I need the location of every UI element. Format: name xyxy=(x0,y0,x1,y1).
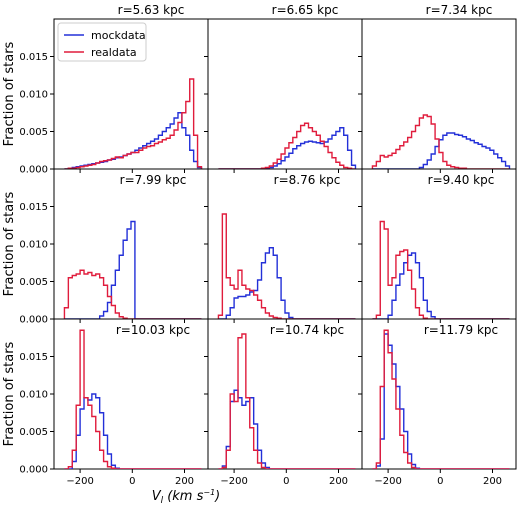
panel-frame xyxy=(53,168,209,320)
y-tick-label: 0.010 xyxy=(19,390,48,401)
y-tick-label: 0.005 xyxy=(19,127,48,138)
y-tick-label: 0.015 xyxy=(19,352,48,363)
x-axis-label: Vl (km s−1) xyxy=(152,488,220,506)
panel-title: r=6.65 kpc xyxy=(272,3,339,17)
panel-title: r=10.74 kpc xyxy=(270,323,344,337)
x-axis-label-close: ) xyxy=(214,489,220,504)
y-tick-label: 0.005 xyxy=(19,427,48,438)
x-axis-label-symbol: V xyxy=(152,489,162,504)
panel-title: r=10.03 kpc xyxy=(116,323,190,337)
series-mockdata xyxy=(372,333,510,469)
panel-frame xyxy=(361,168,517,320)
y-axis-label: Fraction of stars xyxy=(2,191,17,296)
panel-8: r=10.74 kpc −200 0 200 xyxy=(204,318,363,487)
panel-title: r=9.40 kpc xyxy=(428,173,495,187)
x-tick-label: 0 xyxy=(283,476,289,487)
x-tick-label: −200 xyxy=(374,476,401,487)
panel-frame xyxy=(53,318,209,470)
x-tick-label: 0 xyxy=(437,476,443,487)
series-realdata xyxy=(371,114,510,169)
series-realdata xyxy=(217,213,356,319)
series-mockdata xyxy=(218,247,356,319)
y-tick-label: 0.000 xyxy=(19,465,48,476)
panel-5: r=8.76 kpc xyxy=(204,168,363,323)
series-realdata xyxy=(218,333,356,469)
panels-layer: r=5.63 kpc 0.000 0.005 0.010 0.015 mockdata re… xyxy=(19,3,517,487)
panel-title: r=8.76 kpc xyxy=(274,173,341,187)
y-tick-label: 0.000 xyxy=(19,315,48,326)
series-realdata xyxy=(372,329,510,469)
panel-7: r=10.03 kpc −200 0 200 0.000 0.005 0.010 0.015 xyxy=(19,318,209,487)
y-tick-label: 0.015 xyxy=(19,52,48,63)
panel-3: r=7.34 kpc xyxy=(358,3,517,173)
x-tick-label: 200 xyxy=(329,476,348,487)
x-axis-label-exponent: −1 xyxy=(203,488,215,497)
legend: mockdata realdata xyxy=(57,22,147,62)
series-realdata xyxy=(63,269,202,319)
series-mockdata xyxy=(64,220,202,319)
series-mockdata xyxy=(64,393,202,469)
series-realdata xyxy=(218,122,356,169)
series-realdata xyxy=(372,220,510,319)
x-tick-label: 200 xyxy=(483,476,502,487)
x-axis-label-units: (km s xyxy=(167,489,203,504)
legend-label-mockdata: mockdata xyxy=(91,29,146,42)
x-tick-label: −200 xyxy=(220,476,247,487)
y-tick-label: 0.015 xyxy=(19,202,48,213)
panel-title: r=7.34 kpc xyxy=(426,3,493,17)
x-axis-label-subscript: l xyxy=(161,496,164,506)
y-axis-label: Fraction of stars xyxy=(2,341,17,446)
panel-frame xyxy=(207,18,363,170)
series-mockdata xyxy=(218,389,356,469)
legend-label-realdata: realdata xyxy=(91,46,137,59)
panel-6: r=9.40 kpc xyxy=(358,168,517,323)
x-tick-label: 200 xyxy=(175,476,194,487)
series-mockdata xyxy=(218,127,357,169)
y-tick-label: 0.010 xyxy=(19,90,48,101)
y-axis-label: Fraction of stars xyxy=(2,41,17,146)
y-tick-label: 0.010 xyxy=(19,240,48,251)
x-tick-label: 0 xyxy=(129,476,135,487)
series-mockdata xyxy=(64,112,203,169)
series-realdata xyxy=(64,329,202,469)
panel-title: r=7.99 kpc xyxy=(120,173,187,187)
panel-frame xyxy=(207,168,363,320)
series-realdata xyxy=(64,78,203,169)
x-tick-label: −200 xyxy=(66,476,93,487)
panel-4: r=7.99 kpc 0.000 0.005 0.010 0.015 xyxy=(19,168,209,326)
series-mockdata xyxy=(372,132,511,169)
labels-layer: Vl (km s−1) Fraction of stars Fraction of … xyxy=(2,41,220,506)
y-tick-label: 0.005 xyxy=(19,277,48,288)
series-mockdata xyxy=(372,252,510,319)
panel-title: r=11.79 kpc xyxy=(424,323,498,337)
panel-1: r=5.63 kpc 0.000 0.005 0.010 0.015 mockdata re… xyxy=(19,3,209,176)
panel-frame xyxy=(361,318,517,470)
panel-2: r=6.65 kpc xyxy=(204,3,363,173)
y-tick-label: 0.000 xyxy=(19,165,48,176)
panel-title: r=5.63 kpc xyxy=(118,3,185,17)
panel-9: r=11.79 kpc −200 0 200 xyxy=(358,318,517,487)
